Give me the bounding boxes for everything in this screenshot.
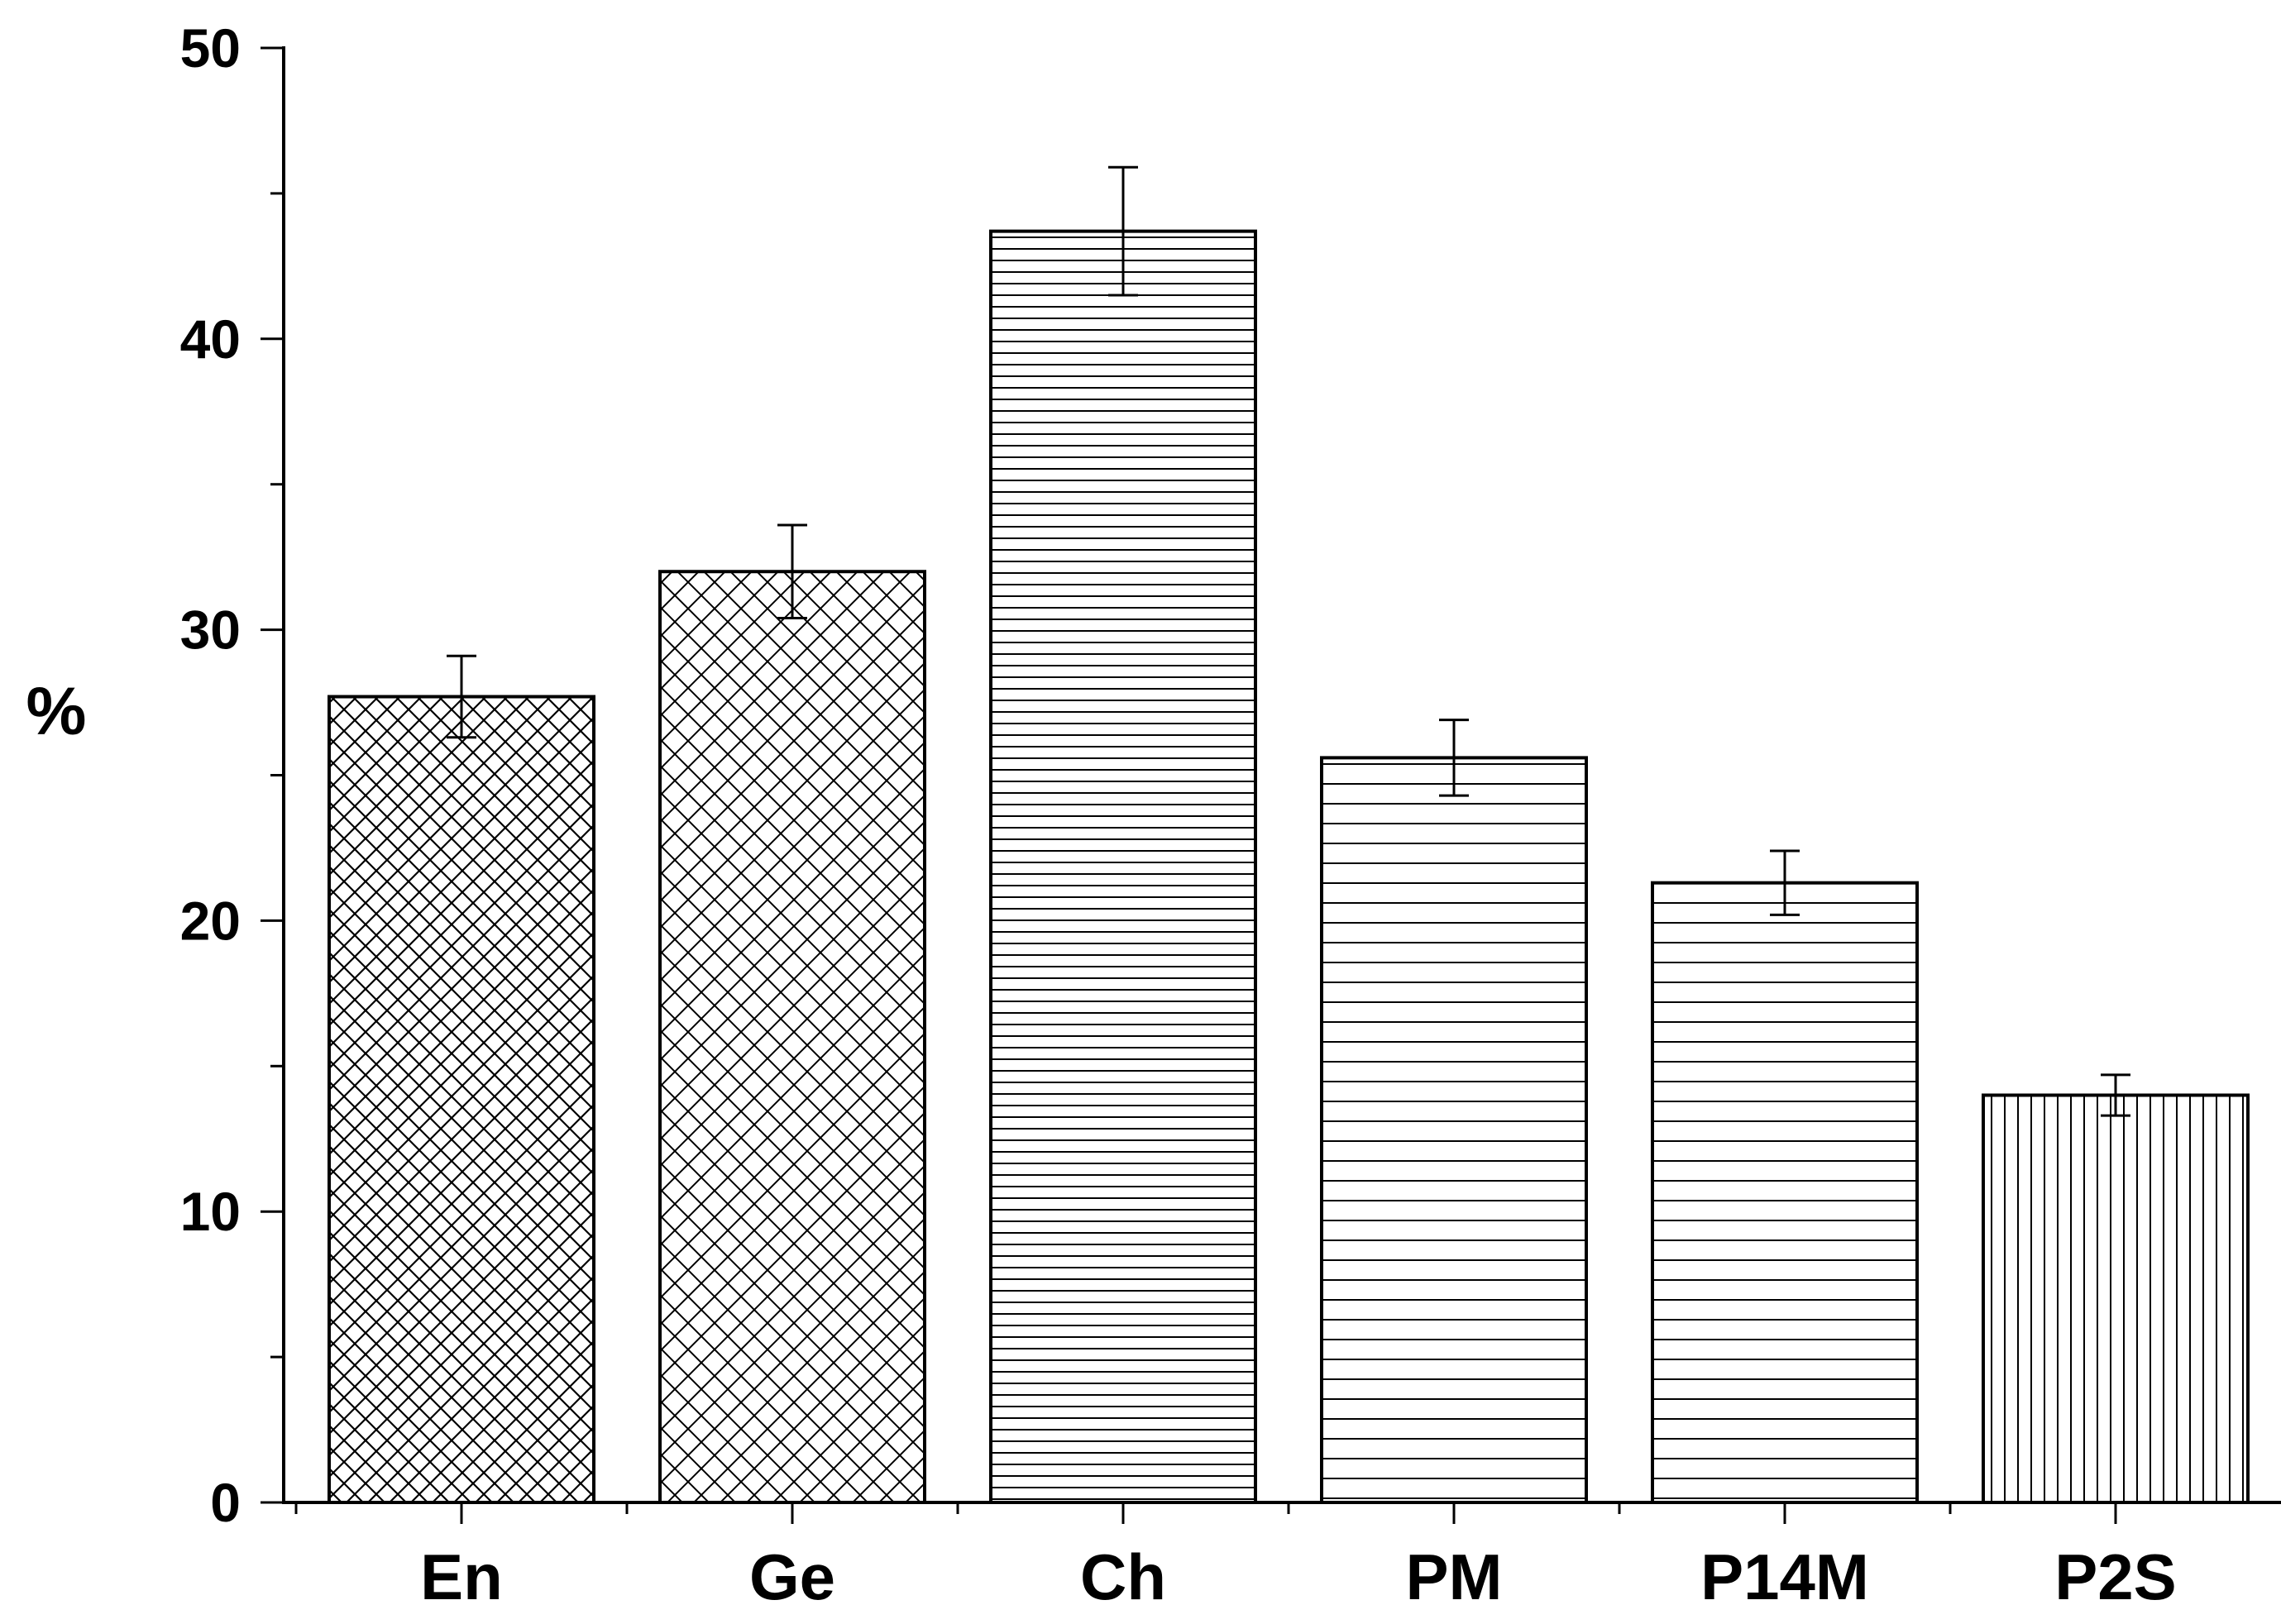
plot-area: 0 10 20 30 40 50 En Ge Ch PM P14M P2S [180, 17, 2281, 1613]
bar-p2s [1982, 1093, 2250, 1504]
bar-pm [1320, 756, 1588, 1504]
bars [328, 229, 2250, 1504]
y-axis-ticks: 0 10 20 30 40 50 [180, 17, 284, 1533]
bar-ch [989, 229, 1257, 1504]
error-bar-en [447, 654, 476, 739]
error-bar-p2s [2101, 1073, 2130, 1117]
bar-p14m [1651, 881, 1919, 1504]
x-tick-label-en: En [420, 1540, 503, 1613]
error-bar-ch [1108, 165, 1138, 297]
x-tick-label-p14m: P14M [1700, 1540, 1869, 1613]
x-tick-label-p2s: P2S [2054, 1540, 2176, 1613]
y-axis-title: % [26, 674, 87, 749]
y-tick-label-0: 0 [210, 1472, 241, 1533]
bar-en [328, 695, 595, 1504]
error-bar-ge [777, 523, 807, 620]
y-tick-label-30: 30 [180, 599, 241, 661]
bar-ge [658, 570, 926, 1504]
x-tick-label-ge: Ge [749, 1540, 835, 1613]
error-bar-p14m [1770, 849, 1800, 916]
error-bars [447, 165, 2130, 1117]
error-bar-pm [1439, 719, 1469, 797]
y-tick-label-20: 20 [180, 890, 241, 951]
y-tick-label-10: 10 [180, 1181, 241, 1242]
x-axis-labels: En Ge Ch PM P14M P2S [420, 1540, 2177, 1613]
x-tick-label-ch: Ch [1080, 1540, 1166, 1613]
y-tick-label-40: 40 [180, 308, 241, 370]
x-tick-label-pm: PM [1406, 1540, 1503, 1613]
y-tick-label-50: 50 [180, 17, 241, 79]
